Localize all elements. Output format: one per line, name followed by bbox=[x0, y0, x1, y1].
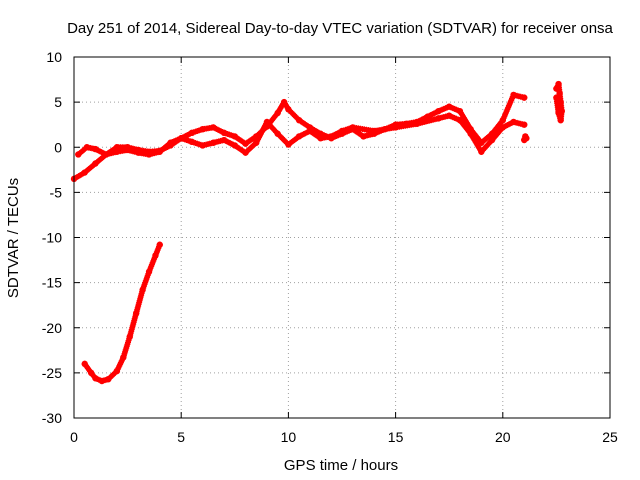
series-track-isolated-b bbox=[553, 80, 565, 124]
x-tick-label: 0 bbox=[70, 429, 78, 445]
data-trail bbox=[211, 125, 226, 136]
x-tick-label: 15 bbox=[388, 429, 404, 445]
data-point bbox=[156, 241, 163, 248]
y-tick-label: -15 bbox=[42, 275, 62, 291]
y-tick-label: 10 bbox=[46, 49, 62, 65]
data-point-core bbox=[523, 135, 530, 142]
grid-lines bbox=[74, 57, 610, 418]
data-trail bbox=[490, 118, 505, 136]
data-trail bbox=[297, 118, 312, 130]
x-tick-label: 20 bbox=[495, 429, 511, 445]
data-point bbox=[523, 135, 530, 142]
data-trail bbox=[373, 124, 397, 134]
data-trail bbox=[243, 140, 258, 155]
data-trail bbox=[447, 104, 462, 114]
data-point bbox=[521, 94, 528, 101]
x-tick-label: 25 bbox=[602, 429, 618, 445]
data-trail bbox=[275, 100, 287, 115]
y-axis-label: SDTVAR / TECUs bbox=[5, 178, 22, 298]
data-point bbox=[553, 94, 560, 101]
y-tick-label: -5 bbox=[50, 184, 63, 200]
data-trail bbox=[120, 335, 133, 359]
data-point-core bbox=[521, 121, 528, 128]
y-tick-label: 5 bbox=[54, 94, 62, 110]
data-trail bbox=[147, 149, 161, 158]
x-tick-label: 10 bbox=[281, 429, 297, 445]
data-points bbox=[70, 80, 565, 385]
series-track-isolated-a bbox=[521, 133, 530, 144]
data-trail bbox=[233, 134, 247, 146]
data-trail bbox=[114, 356, 126, 373]
series-track-upper-secondary bbox=[75, 112, 528, 158]
y-tick-label: -20 bbox=[42, 320, 62, 336]
data-point bbox=[521, 121, 528, 128]
data-trail bbox=[127, 312, 139, 338]
y-tick-label: 0 bbox=[54, 139, 62, 155]
data-trail bbox=[137, 149, 151, 158]
data-trail bbox=[146, 254, 158, 273]
data-point-core bbox=[553, 94, 560, 101]
axis-ticks: 0 5 10 15 20 25 10 5 0 -5 -10 -15 -20 -25 -30 bbox=[42, 49, 618, 445]
data-trail bbox=[201, 140, 215, 148]
data-trail bbox=[351, 124, 376, 134]
data-trail bbox=[133, 288, 146, 315]
x-axis-label: GPS time / hours bbox=[284, 457, 398, 474]
x-tick-label: 5 bbox=[177, 429, 185, 445]
y-tick-label: -10 bbox=[42, 230, 62, 246]
data-trail bbox=[276, 132, 291, 147]
y-tick-label: -25 bbox=[42, 365, 62, 381]
series-track-lower bbox=[81, 241, 163, 385]
y-tick-label: -30 bbox=[42, 410, 62, 426]
data-trail bbox=[82, 362, 94, 375]
data-point-core bbox=[521, 94, 528, 101]
data-trail bbox=[190, 126, 204, 136]
chart-title: Day 251 of 2014, Sidereal Day-to-day VTE… bbox=[67, 20, 613, 37]
data-point-core bbox=[156, 241, 163, 248]
